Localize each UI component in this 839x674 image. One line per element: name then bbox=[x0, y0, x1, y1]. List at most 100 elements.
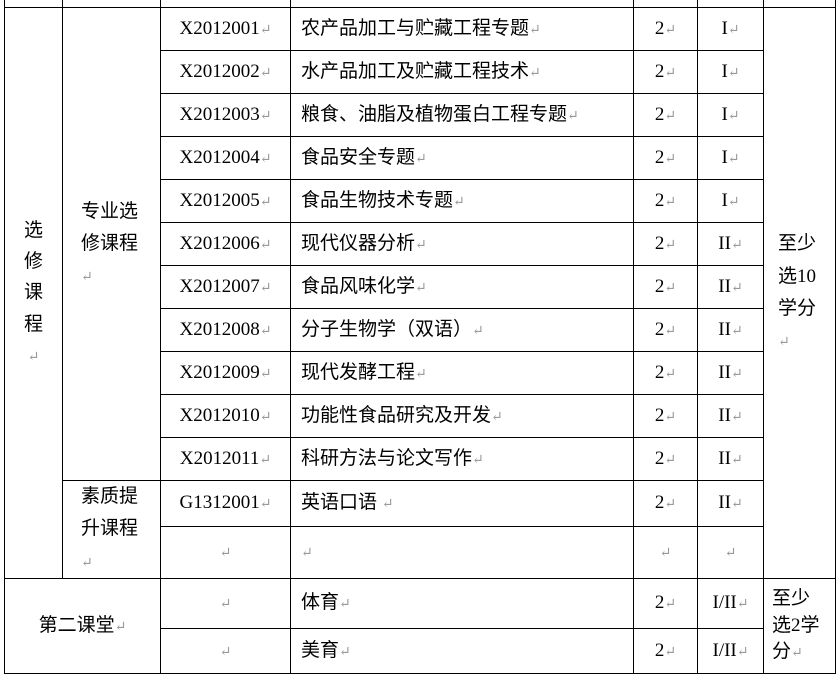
course-name: 粮食、油脂及植物蛋白工程专题 bbox=[290, 93, 634, 137]
course-code: X2012007 bbox=[160, 265, 291, 309]
course-semester-text: I bbox=[721, 104, 739, 125]
course-semester: II bbox=[697, 351, 764, 395]
course-semester: II bbox=[697, 308, 764, 352]
course-name-text: 英语口语 bbox=[301, 492, 394, 513]
course-credits-text: 2 bbox=[655, 448, 676, 469]
course-code bbox=[160, 526, 291, 579]
course-semester-text: II bbox=[718, 448, 742, 469]
course-semester: I/II bbox=[697, 577, 764, 629]
course-semester: I bbox=[697, 50, 764, 94]
course-credits: 2 bbox=[633, 7, 698, 51]
course-name: 水产品加工及贮藏工程技术 bbox=[290, 50, 634, 94]
course-credits: 2 bbox=[633, 308, 698, 352]
course-name-text: 现代发酵工程 bbox=[301, 362, 427, 383]
table-row: X2012005 食品生物技术专题 2 I bbox=[5, 179, 836, 223]
course-semester: II bbox=[697, 222, 764, 266]
course-credits bbox=[633, 526, 698, 579]
subgroup-quality-text: 素质提升课程 bbox=[81, 481, 140, 578]
table-row bbox=[5, 526, 836, 579]
course-name bbox=[290, 526, 634, 579]
course-code-text: X2012009 bbox=[180, 362, 272, 383]
table-row: X2012009 现代发酵工程 2 II bbox=[5, 351, 836, 395]
course-code bbox=[160, 577, 291, 629]
course-credits: 2 bbox=[633, 265, 698, 309]
course-code: X2012005 bbox=[160, 179, 291, 223]
course-semester: I bbox=[697, 179, 764, 223]
course-name-text: 科研方法与论文写作 bbox=[301, 448, 484, 469]
course-name: 体育 bbox=[290, 577, 634, 629]
course-name: 现代仪器分析 bbox=[290, 222, 634, 266]
table-row-previous bbox=[4, 0, 836, 8]
course-credits-text: 2 bbox=[655, 405, 676, 426]
course-semester-text: II bbox=[718, 362, 742, 383]
course-name: 食品生物技术专题 bbox=[290, 179, 634, 223]
course-credits-text: 2 bbox=[655, 104, 676, 125]
course-credits-text: 2 bbox=[655, 362, 676, 383]
course-code: G1312001 bbox=[160, 479, 291, 528]
course-credits-text: 2 bbox=[655, 61, 676, 82]
section-second: 第二课堂 bbox=[4, 577, 161, 674]
course-code: X2012003 bbox=[160, 93, 291, 137]
course-name-text: 农产品加工与贮藏工程专题 bbox=[301, 18, 541, 39]
course-semester-text: I bbox=[721, 18, 739, 39]
course-code-text bbox=[220, 541, 232, 562]
course-credits: 2 bbox=[633, 479, 698, 528]
course-credits: 2 bbox=[633, 222, 698, 266]
course-code: X2012010 bbox=[160, 394, 291, 438]
course-credits: 2 bbox=[633, 136, 698, 180]
course-semester-text: I bbox=[721, 147, 739, 168]
course-credits-text: 2 bbox=[655, 233, 676, 254]
course-name-text: 美育 bbox=[301, 640, 351, 661]
course-credits: 2 bbox=[633, 627, 698, 674]
course-name-text bbox=[301, 541, 313, 562]
course-semester-text: II bbox=[718, 233, 742, 254]
course-code-text bbox=[220, 640, 232, 661]
course-credits-text: 2 bbox=[655, 147, 676, 168]
course-credits-text: 2 bbox=[655, 492, 676, 513]
course-name: 分子生物学（双语） bbox=[290, 308, 634, 352]
course-name-text: 食品生物技术专题 bbox=[301, 190, 465, 211]
course-code: X2012011 bbox=[160, 437, 291, 481]
course-credits: 2 bbox=[633, 50, 698, 94]
course-code: X2012001 bbox=[160, 7, 291, 51]
course-semester: I/II bbox=[697, 627, 764, 674]
table-row: X2012003 粮食、油脂及植物蛋白工程专题 2 I bbox=[5, 93, 836, 137]
course-credits: 2 bbox=[633, 577, 698, 629]
course-semester: II bbox=[697, 394, 764, 438]
course-semester: I bbox=[697, 93, 764, 137]
course-name: 食品风味化学 bbox=[290, 265, 634, 309]
subgroup-major-text: 专业选修课程 bbox=[81, 196, 140, 293]
course-semester: II bbox=[697, 265, 764, 309]
course-credits: 2 bbox=[633, 351, 698, 395]
second-requirement: 至少选2学分 bbox=[763, 577, 836, 674]
subgroup-quality: 素质提升课程 bbox=[62, 480, 161, 579]
table-row: X2012011 科研方法与论文写作 2 II bbox=[5, 437, 836, 481]
subgroup-major: 专业选修课程 bbox=[62, 7, 161, 481]
section-second-text: 第二课堂 bbox=[39, 615, 127, 636]
course-credits-text: 2 bbox=[655, 18, 676, 39]
course-code-text: X2012010 bbox=[180, 405, 272, 426]
course-name-text: 粮食、油脂及植物蛋白工程专题 bbox=[301, 104, 579, 125]
course-code: X2012008 bbox=[160, 308, 291, 352]
course-credits: 2 bbox=[633, 394, 698, 438]
course-code: X2012006 bbox=[160, 222, 291, 266]
course-code-text: X2012002 bbox=[180, 61, 272, 82]
course-credits-text: 2 bbox=[655, 319, 676, 340]
course-name: 食品安全专题 bbox=[290, 136, 634, 180]
course-semester-text: II bbox=[718, 276, 742, 297]
course-semester-text: II bbox=[718, 405, 742, 426]
section-elective: 选修课程 bbox=[4, 7, 63, 579]
table-row: X2012002 水产品加工及贮藏工程技术 2 I bbox=[5, 50, 836, 94]
course-code-text: X2012006 bbox=[180, 233, 272, 254]
course-semester-text: II bbox=[718, 319, 742, 340]
course-semester-text bbox=[725, 541, 737, 562]
course-semester-text: I/II bbox=[713, 640, 749, 661]
course-name-text: 食品安全专题 bbox=[301, 147, 427, 168]
course-name-text: 现代仪器分析 bbox=[301, 233, 427, 254]
course-credits: 2 bbox=[633, 437, 698, 481]
course-semester: II bbox=[697, 437, 764, 481]
course-credits-text: 2 bbox=[655, 592, 676, 613]
course-name: 农产品加工与贮藏工程专题 bbox=[290, 7, 634, 51]
table-row: 素质提升课程 G1312001 英语口语 2 II bbox=[5, 479, 836, 579]
course-name: 美育 bbox=[290, 627, 634, 674]
